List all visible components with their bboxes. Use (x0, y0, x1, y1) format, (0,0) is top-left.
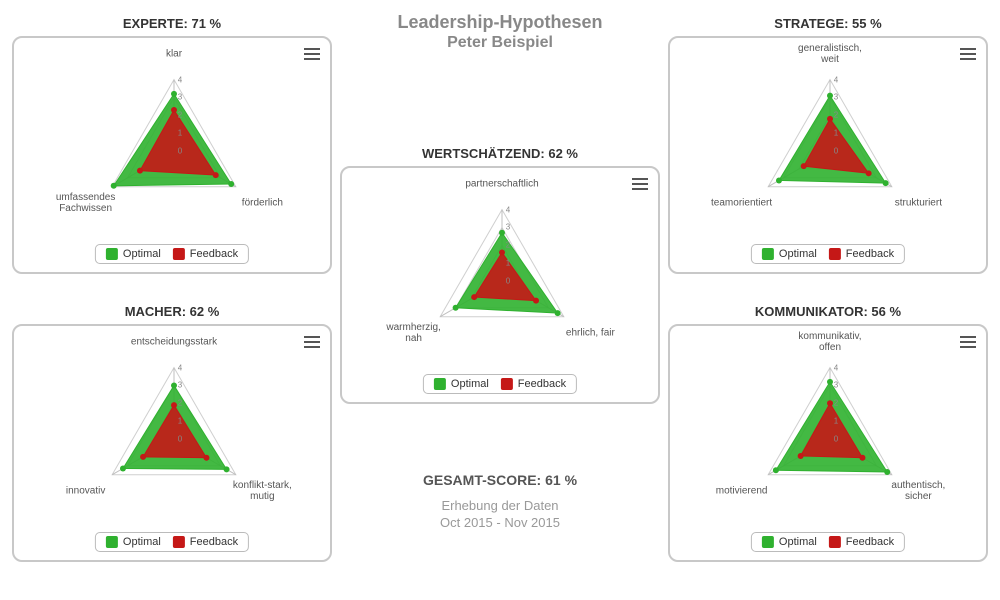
panel-title: KOMMUNIKATOR: 56 % (670, 304, 986, 319)
page-header: Leadership-Hypothesen Peter Beispiel (340, 12, 660, 52)
axis-label: partnerschaftlich (457, 179, 547, 190)
axis-label: konflikt-stark,mutig (217, 480, 307, 502)
tick-label: 0 (506, 277, 510, 286)
tick-label: 4 (178, 363, 182, 372)
radar-chart (670, 326, 990, 564)
radar-chart (14, 326, 334, 564)
legend-item-optimal[interactable]: Optimal (106, 248, 161, 260)
axis-label: klar (129, 49, 219, 60)
tick-label: 3 (178, 93, 182, 102)
panel-title: STRATEGE: 55 % (670, 16, 986, 31)
panel-title: MACHER: 62 % (14, 304, 330, 319)
data-period: Erhebung der Daten Oct 2015 - Nov 2015 (340, 498, 660, 532)
tick-label: 0 (834, 147, 838, 156)
tick-label: 4 (506, 205, 510, 214)
page-subtitle: Peter Beispiel (340, 34, 660, 52)
axis-label: förderlich (217, 198, 307, 209)
radar-chart (670, 38, 990, 276)
panel-experte: EXPERTE: 71 %01234klarumfassendesFachwis… (12, 36, 332, 274)
tick-label: 2 (834, 399, 838, 408)
axis-label: ehrlich, fair (545, 328, 635, 339)
menu-icon[interactable] (304, 48, 320, 62)
tick-label: 1 (834, 129, 838, 138)
tick-label: 1 (178, 129, 182, 138)
legend-item-optimal[interactable]: Optimal (762, 536, 817, 548)
legend: Optimal Feedback (751, 532, 905, 552)
axis-label: strukturiert (873, 198, 963, 209)
axis-label: authentisch,sicher (873, 480, 963, 502)
tick-label: 3 (834, 381, 838, 390)
legend-item-feedback[interactable]: Feedback (829, 536, 894, 548)
tick-label: 0 (178, 147, 182, 156)
gesamt-score: GESAMT-SCORE: 61 % (340, 472, 660, 488)
tick-label: 0 (178, 435, 182, 444)
tick-label: 3 (506, 223, 510, 232)
tick-label: 4 (178, 75, 182, 84)
axis-label: teamorientiert (697, 198, 787, 209)
legend: Optimal Feedback (95, 532, 249, 552)
legend-item-feedback[interactable]: Feedback (829, 248, 894, 260)
axis-label: generalistisch,weit (785, 43, 875, 65)
tick-label: 4 (834, 363, 838, 372)
legend: Optimal Feedback (95, 244, 249, 264)
menu-icon[interactable] (960, 336, 976, 350)
axis-label: warmherzig,nah (369, 322, 459, 344)
panel-title: EXPERTE: 71 % (14, 16, 330, 31)
legend-item-optimal[interactable]: Optimal (434, 378, 489, 390)
axis-label: umfassendesFachwissen (41, 192, 131, 214)
tick-label: 3 (178, 381, 182, 390)
tick-label: 4 (834, 75, 838, 84)
tick-label: 3 (834, 93, 838, 102)
tick-label: 2 (506, 241, 510, 250)
legend-item-feedback[interactable]: Feedback (173, 536, 238, 548)
panel-stratege: STRATEGE: 55 %01234generalistisch,weitte… (668, 36, 988, 274)
tick-label: 1 (506, 259, 510, 268)
panel-title: WERTSCHÄTZEND: 62 % (342, 146, 658, 161)
panel-kommunikator: KOMMUNIKATOR: 56 %01234kommunikativ,offe… (668, 324, 988, 562)
panel-wertschaetzend: WERTSCHÄTZEND: 62 %01234partnerschaftlic… (340, 166, 660, 404)
axis-label: motivierend (697, 486, 787, 497)
panel-macher: MACHER: 62 %01234entscheidungsstarkinnov… (12, 324, 332, 562)
tick-label: 0 (834, 435, 838, 444)
tick-label: 1 (834, 417, 838, 426)
tick-label: 2 (178, 399, 182, 408)
menu-icon[interactable] (632, 178, 648, 192)
legend-item-optimal[interactable]: Optimal (106, 536, 161, 548)
menu-icon[interactable] (960, 48, 976, 62)
radar-chart (342, 168, 662, 406)
radar-chart (14, 38, 334, 276)
axis-label: innovativ (41, 486, 131, 497)
legend-item-feedback[interactable]: Feedback (173, 248, 238, 260)
axis-label: kommunikativ,offen (785, 331, 875, 353)
legend-item-optimal[interactable]: Optimal (762, 248, 817, 260)
legend: Optimal Feedback (423, 374, 577, 394)
menu-icon[interactable] (304, 336, 320, 350)
tick-label: 2 (178, 111, 182, 120)
legend-item-feedback[interactable]: Feedback (501, 378, 566, 390)
axis-label: entscheidungsstark (129, 337, 219, 348)
tick-label: 1 (178, 417, 182, 426)
legend: Optimal Feedback (751, 244, 905, 264)
score-block: GESAMT-SCORE: 61 % Erhebung der Daten Oc… (340, 472, 660, 532)
page-title: Leadership-Hypothesen (340, 12, 660, 34)
tick-label: 2 (834, 111, 838, 120)
